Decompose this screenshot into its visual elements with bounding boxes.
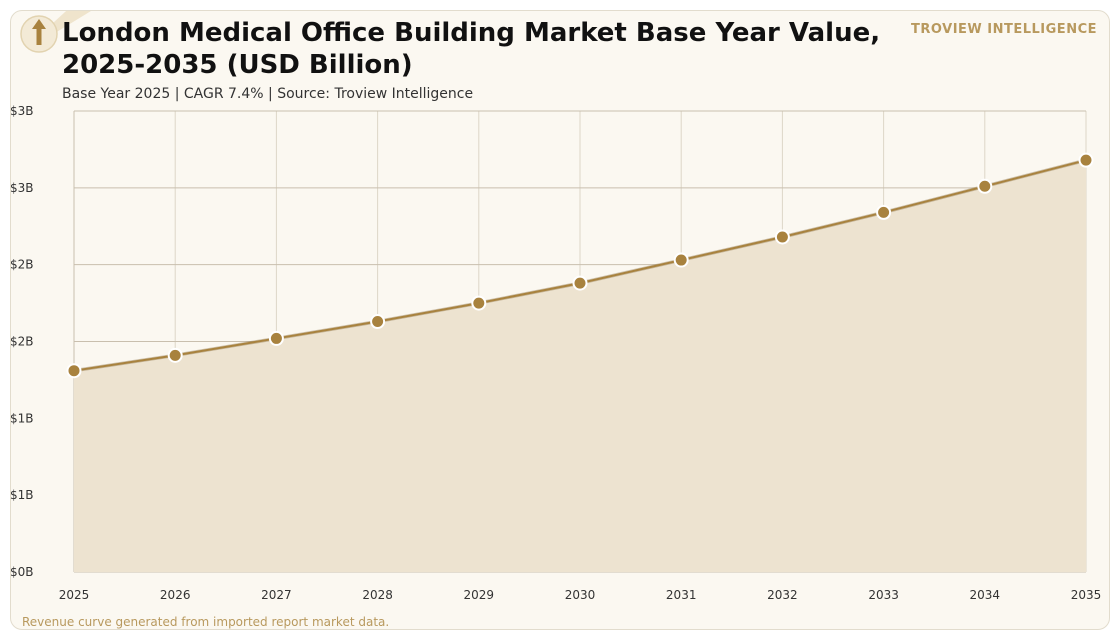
x-tick-label: 2029 [464,588,495,602]
data-point [774,229,790,245]
y-tick-label: $2B [10,335,34,349]
data-point [673,252,689,268]
footer-note: Revenue curve generated from imported re… [22,615,390,629]
upload-arrow-icon [20,11,91,53]
x-tick-label: 2032 [767,588,798,602]
y-tick-label: $1B [10,488,34,502]
chart-plot [66,152,1094,572]
data-point [876,204,892,220]
data-point [370,314,386,330]
x-axis-ticks: 2025 2026 2027 2028 2029 2030 2031 2032 2033 2034… [59,588,1102,602]
y-tick-label: $1B [10,411,34,425]
data-point [572,275,588,291]
x-tick-label: 2034 [970,588,1001,602]
data-point [167,347,183,363]
data-point [977,178,993,194]
y-axis-ticks: $0B $1B $1B $2B $2B $3B $3B [10,104,34,579]
data-point [66,363,82,379]
x-tick-label: 2030 [565,588,596,602]
x-tick-label: 2033 [868,588,899,602]
data-point [1078,152,1094,168]
x-tick-label: 2027 [261,588,292,602]
x-tick-label: 2031 [666,588,697,602]
y-tick-label: $3B [10,104,34,118]
page-subtitle: Base Year 2025 | CAGR 7.4% | Source: Tro… [62,86,474,102]
data-point [268,330,284,346]
area-fill [74,160,1086,572]
x-tick-label: 2025 [59,588,90,602]
x-tick-label: 2026 [160,588,191,602]
brand-label: TROVIEW INTELLIGENCE [911,22,1097,37]
y-tick-label: $2B [10,258,34,272]
x-tick-label: 2035 [1071,588,1102,602]
x-tick-label: 2028 [362,588,393,602]
data-point [471,295,487,311]
y-tick-label: $0B [10,565,34,579]
page-title: London Medical Office Building Market Ba… [62,18,881,80]
y-tick-label: $3B [10,181,34,195]
